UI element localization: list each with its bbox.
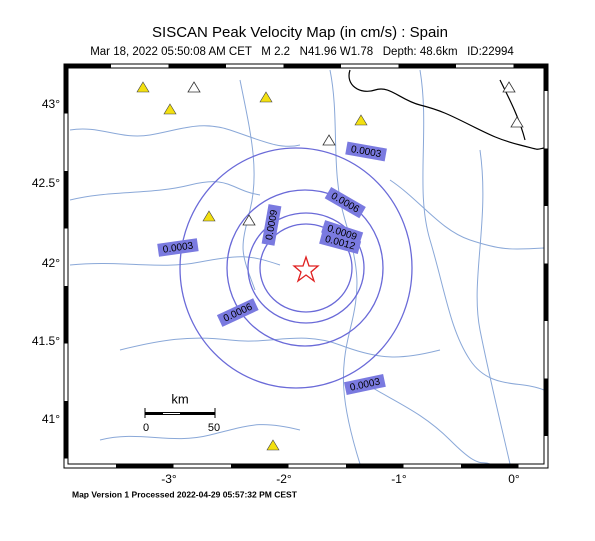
lon-label: -2°	[276, 472, 292, 486]
station	[187, 81, 201, 93]
contour-line	[247, 212, 365, 324]
lat-axis: 43° 42.5° 42° 41.5° 41°	[32, 97, 60, 426]
label-box	[319, 231, 362, 254]
scale-label: 50	[208, 422, 220, 434]
station	[502, 81, 516, 93]
station	[510, 116, 524, 128]
label-box	[261, 204, 282, 246]
footer: Map Version 1 Processed 2022-04-29 05:57…	[72, 489, 298, 499]
station	[259, 91, 273, 103]
map-area: 0.0003 0.0003 0.0003 0.0006 0.0006 0.000…	[63, 63, 549, 469]
scale-unit: km	[171, 391, 188, 406]
lon-axis: -3° -2° -1° 0°	[161, 472, 520, 486]
label-box	[216, 298, 259, 327]
contour-line	[259, 223, 353, 313]
station	[322, 134, 336, 146]
lat-label: 43°	[42, 97, 60, 111]
station	[202, 210, 216, 222]
stations	[136, 81, 524, 451]
scale-segment	[163, 413, 180, 414]
label-box	[157, 238, 199, 257]
lon-label: -3°	[161, 472, 177, 486]
label-box	[324, 186, 366, 219]
title: SISCAN Peak Velocity Map (in cm/s) : Spa…	[152, 24, 448, 41]
lon-label: -1°	[391, 472, 407, 486]
scale-bar: km 0 50	[143, 391, 220, 433]
lat-label: 41.5°	[32, 334, 60, 348]
station	[242, 214, 256, 226]
rivers	[69, 69, 545, 465]
lon-label: 0°	[508, 472, 520, 486]
station	[354, 114, 368, 126]
contour-label: 0.0009	[264, 209, 280, 241]
lat-label: 42°	[42, 256, 60, 270]
scale-label: 0	[143, 422, 149, 434]
contour-label: 0.0003	[162, 241, 194, 256]
contour-line	[226, 189, 384, 347]
label-box	[345, 141, 387, 162]
lat-label: 41°	[42, 412, 60, 426]
contours	[179, 147, 413, 389]
station	[136, 81, 150, 93]
label-box	[343, 373, 386, 396]
contour-label: 0.0003	[350, 144, 382, 160]
subtitle: Mar 18, 2022 05:50:08 AM CET M 2.2 N41.9…	[90, 46, 514, 58]
contour-line	[179, 147, 413, 389]
borders	[348, 69, 545, 150]
label-box	[321, 220, 364, 245]
lat-label: 42.5°	[32, 176, 60, 190]
station	[163, 103, 177, 115]
epicenter	[292, 254, 320, 283]
frame-stripes	[64, 64, 548, 468]
station	[266, 439, 280, 451]
map-background	[68, 68, 544, 464]
